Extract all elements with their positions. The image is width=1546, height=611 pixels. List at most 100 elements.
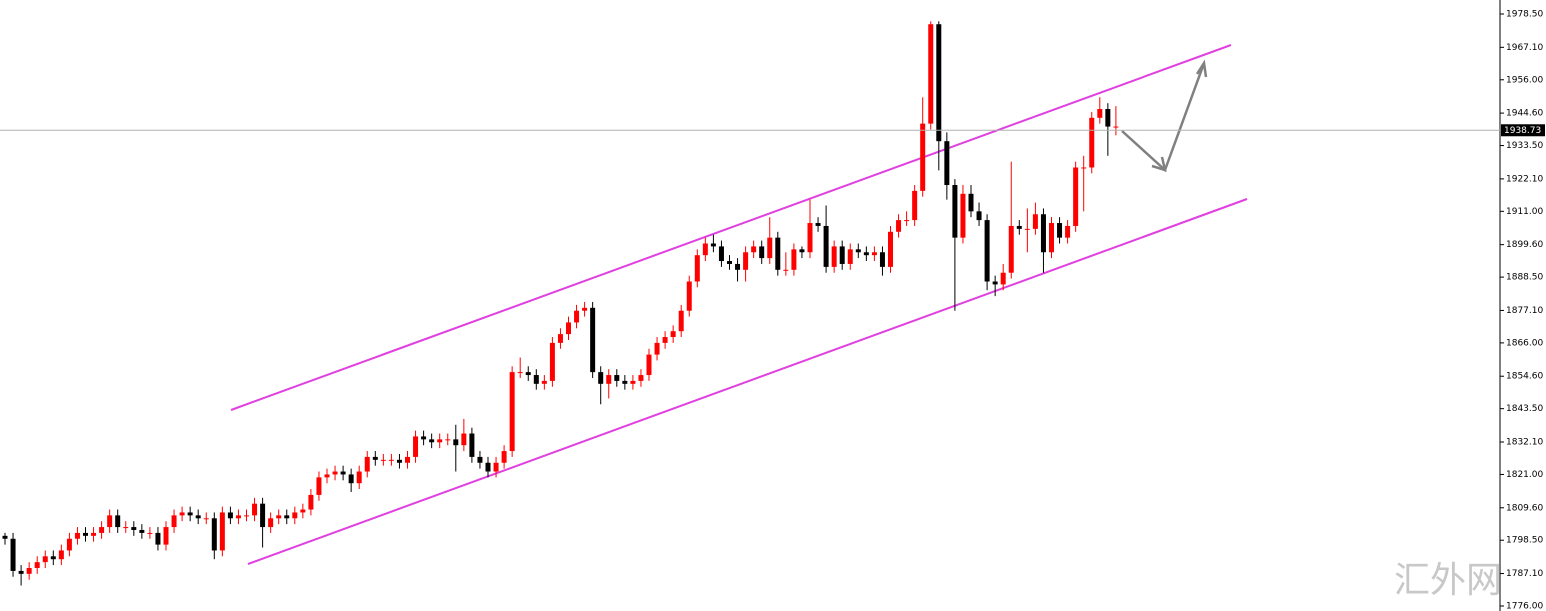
candle-body [582, 307, 588, 311]
candle-body [638, 375, 644, 381]
candle-body [332, 471, 338, 475]
arrow-head [1195, 59, 1208, 78]
candle-body [147, 532, 153, 534]
candle-body [260, 503, 266, 528]
candle-body [235, 515, 241, 519]
candle-body [694, 255, 700, 282]
candle-body [904, 220, 910, 222]
candle-body [968, 193, 974, 212]
candle-body [429, 439, 435, 443]
y-tick-label: 1967.10 [1506, 43, 1543, 53]
y-tick-label: 1922.10 [1506, 174, 1543, 184]
candle-body [139, 529, 145, 533]
y-tick-label: 1899.60 [1506, 240, 1543, 250]
candle-body [10, 538, 16, 571]
candle-body [759, 246, 765, 259]
candle-body [791, 249, 797, 270]
candle-body [74, 532, 80, 539]
candle-body [115, 515, 121, 528]
candle-body [646, 354, 652, 376]
candle-body [42, 556, 48, 563]
candle-body [66, 538, 72, 551]
candle-body [598, 372, 604, 384]
candle-body [775, 237, 781, 270]
current-price-label: 1938.73 [1504, 126, 1541, 136]
candle-body [767, 237, 773, 259]
candle-body [1073, 167, 1079, 226]
candle-body [541, 380, 547, 384]
y-tick-label: 1888.50 [1506, 273, 1543, 283]
candle-body [1097, 109, 1103, 118]
candle-body [871, 252, 877, 256]
candle-body [187, 512, 193, 516]
candle-body [171, 515, 177, 528]
candle-body [485, 462, 491, 472]
candle-body [445, 439, 451, 441]
candle-body [131, 527, 137, 530]
candle-body [340, 471, 346, 475]
y-tick-label: 1776.00 [1506, 602, 1543, 611]
candle-body [1032, 214, 1038, 229]
candle-body [1024, 228, 1030, 230]
candle-body [944, 141, 950, 186]
candle-body [1057, 223, 1063, 238]
candle-body [155, 532, 161, 545]
y-tick-label: 1956.00 [1506, 75, 1543, 85]
y-tick-label: 1854.60 [1506, 372, 1543, 382]
candle-body [670, 331, 676, 338]
candle-body [847, 249, 853, 264]
candle-body [863, 252, 869, 256]
candle-body [203, 518, 209, 520]
candle-body [743, 252, 749, 270]
candle-body [912, 190, 918, 221]
candle-body [179, 512, 185, 516]
candle-body [815, 223, 821, 226]
candle-body [1049, 223, 1054, 253]
candle-body [284, 515, 290, 519]
candle-body [83, 532, 88, 536]
candle-body [18, 570, 24, 574]
candle-body [879, 252, 885, 267]
candle-body [50, 556, 56, 560]
candle-body [268, 518, 274, 528]
candle-body [396, 459, 402, 463]
candle-body [501, 451, 507, 463]
candle-body [783, 269, 789, 271]
candle-body [654, 342, 660, 355]
candle-body [380, 459, 386, 461]
candle-body [839, 246, 845, 264]
candle-body [920, 123, 926, 191]
candle-body [1113, 126, 1119, 128]
candle-body [566, 322, 571, 335]
candle-body [26, 567, 32, 574]
candle-body [308, 494, 314, 510]
candle-body [348, 474, 354, 484]
arrow-head [1151, 156, 1167, 172]
y-tick-label: 1944.60 [1506, 109, 1543, 119]
candle-body [219, 512, 225, 551]
upper-channel-line [230, 44, 1232, 411]
candle-body [1081, 167, 1087, 169]
y-tick-label: 1832.10 [1506, 437, 1543, 447]
candle-body [928, 24, 934, 124]
candle-body [364, 456, 370, 472]
candle-body [493, 462, 499, 472]
candle-body [606, 375, 612, 384]
candle-body [1000, 272, 1006, 285]
y-tick-label: 1798.50 [1506, 536, 1543, 546]
candle-body [751, 246, 757, 253]
candle-body [888, 231, 893, 267]
candle-body [244, 515, 249, 517]
candle-body [896, 220, 902, 232]
candle-body [292, 512, 298, 519]
candle-body [718, 246, 724, 262]
candle-body [831, 246, 837, 267]
candle-body [992, 281, 998, 285]
candle-body [702, 243, 708, 256]
candle-body [99, 527, 105, 533]
candle-body [686, 281, 692, 311]
candle-body [477, 456, 483, 463]
candle-body [34, 562, 40, 568]
candle-body [195, 515, 201, 519]
